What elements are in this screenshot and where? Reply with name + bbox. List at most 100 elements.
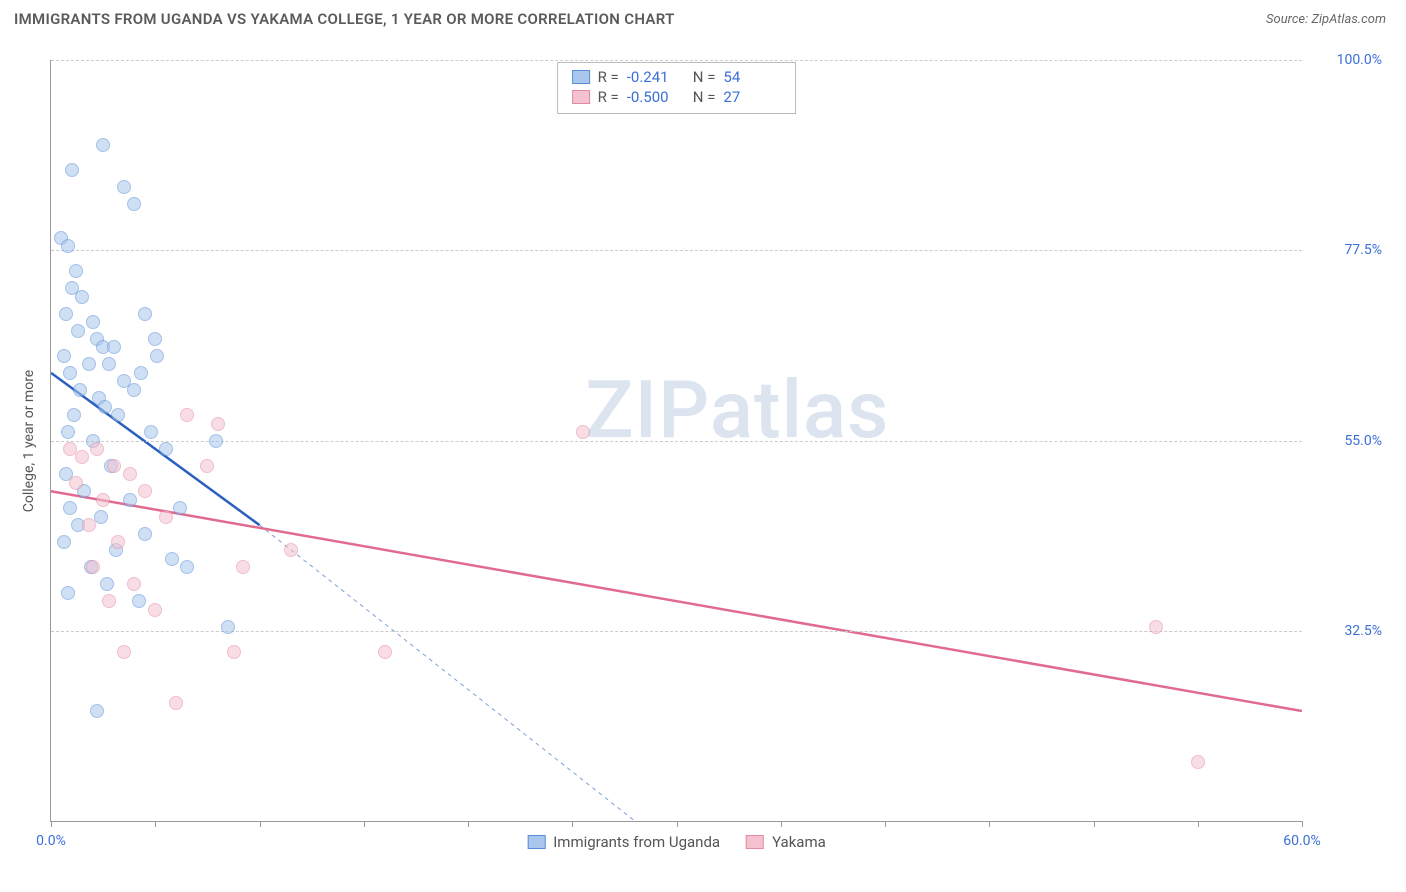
data-point [63, 442, 77, 456]
data-point [69, 264, 83, 278]
data-point [111, 408, 125, 422]
chart-title: IMMIGRANTS FROM UGANDA VS YAKAMA COLLEGE… [14, 10, 675, 28]
data-point [180, 408, 194, 422]
data-point [221, 620, 235, 634]
data-point [82, 357, 96, 371]
xtick [51, 821, 52, 827]
data-point [57, 349, 71, 363]
swatch-series-1 [746, 835, 764, 849]
data-point [69, 476, 83, 490]
xtick [572, 821, 573, 827]
source-name: ZipAtlas.com [1311, 12, 1386, 27]
data-point [117, 645, 131, 659]
data-point [98, 400, 112, 414]
data-point [75, 450, 89, 464]
data-point [127, 577, 141, 591]
r-label: R = [598, 88, 619, 106]
data-point [102, 357, 116, 371]
data-point [1191, 755, 1205, 769]
gridline [51, 250, 1302, 251]
xtick [260, 821, 261, 827]
xtick [1198, 821, 1199, 827]
data-point [148, 332, 162, 346]
xtick [781, 821, 782, 827]
data-point [82, 518, 96, 532]
n-label: N = [693, 68, 716, 86]
header: IMMIGRANTS FROM UGANDA VS YAKAMA COLLEGE… [0, 0, 1406, 34]
data-point [61, 425, 75, 439]
swatch-series-0 [527, 835, 545, 849]
data-point [148, 603, 162, 617]
xtick-label: 60.0% [1283, 833, 1321, 849]
data-point [138, 307, 152, 321]
data-point [284, 543, 298, 557]
trend-line-extension [260, 525, 635, 821]
gridline [51, 441, 1302, 442]
data-point [71, 324, 85, 338]
data-point [378, 645, 392, 659]
data-point [65, 163, 79, 177]
xtick [989, 821, 990, 827]
data-point [134, 366, 148, 380]
xtick-label: 0.0% [36, 833, 66, 849]
data-point [150, 349, 164, 363]
data-point [169, 696, 183, 710]
data-point [576, 425, 590, 439]
data-point [211, 417, 225, 431]
data-point [117, 180, 131, 194]
data-point [127, 197, 141, 211]
ytick-label: 100.0% [1312, 52, 1382, 68]
data-point [61, 239, 75, 253]
source-label: Source: [1266, 12, 1308, 27]
ytick-label: 32.5% [1312, 623, 1382, 639]
n-value-0: 54 [723, 68, 781, 86]
ytick-label: 77.5% [1312, 242, 1382, 258]
data-point [59, 307, 73, 321]
swatch-series-1 [572, 90, 590, 104]
xtick [1094, 821, 1095, 827]
r-value-0: -0.241 [627, 68, 685, 86]
data-point [200, 459, 214, 473]
n-value-1: 27 [723, 88, 781, 106]
plot-area: ZIPatlas College, 1 year or more R = -0.… [50, 60, 1302, 822]
ytick-label: 55.0% [1312, 433, 1382, 449]
xtick [677, 821, 678, 827]
trend-line [51, 491, 1302, 711]
gridline [51, 60, 1302, 61]
data-point [144, 425, 158, 439]
xtick [1302, 821, 1303, 827]
chart: ZIPatlas College, 1 year or more R = -0.… [14, 40, 1392, 862]
data-point [138, 484, 152, 498]
data-point [96, 493, 110, 507]
data-point [100, 577, 114, 591]
legend-stats-row: R = -0.500 N = 27 [572, 87, 782, 107]
xtick [468, 821, 469, 827]
data-point [107, 459, 121, 473]
data-point [159, 510, 173, 524]
data-point [75, 290, 89, 304]
legend-label-1: Yakama [772, 833, 826, 851]
source: Source: ZipAtlas.com [1266, 12, 1386, 27]
legend-item-0: Immigrants from Uganda [527, 833, 720, 851]
data-point [132, 594, 146, 608]
data-point [63, 501, 77, 515]
data-point [138, 527, 152, 541]
legend-label-0: Immigrants from Uganda [553, 833, 720, 851]
data-point [227, 645, 241, 659]
xtick [885, 821, 886, 827]
r-value-1: -0.500 [627, 88, 685, 106]
data-point [123, 467, 137, 481]
data-point [57, 535, 71, 549]
yaxis-title: College, 1 year or more [21, 369, 37, 511]
data-point [236, 560, 250, 574]
data-point [86, 560, 100, 574]
gridline [51, 631, 1302, 632]
watermark: ZIPatlas [585, 363, 889, 457]
data-point [86, 315, 100, 329]
legend-series: Immigrants from Uganda Yakama [527, 833, 826, 851]
data-point [1149, 620, 1163, 634]
xtick [364, 821, 365, 827]
data-point [107, 340, 121, 354]
data-point [123, 493, 137, 507]
legend-item-1: Yakama [746, 833, 826, 851]
